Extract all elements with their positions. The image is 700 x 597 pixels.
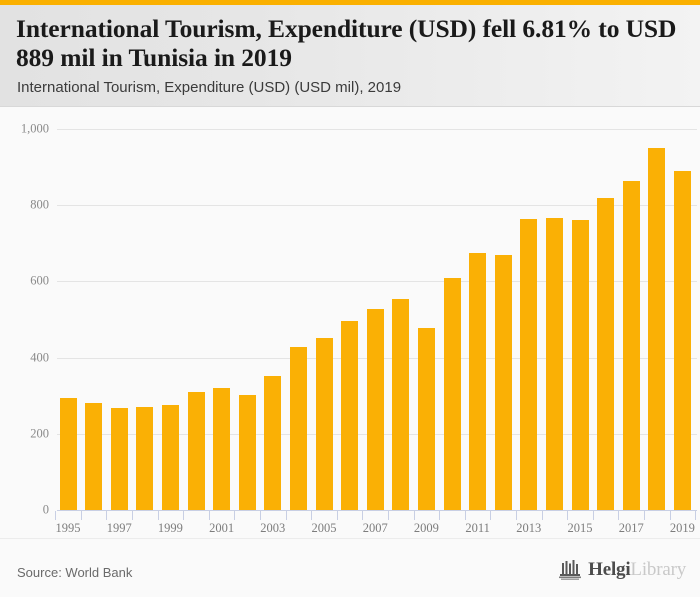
- x-axis-tick-mark: [285, 511, 287, 520]
- bar[interactable]: [622, 180, 640, 510]
- y-axis-tick-label: 600: [30, 273, 49, 288]
- x-axis-tick-mark: [132, 511, 133, 520]
- x-axis-tick-label: 2019: [669, 521, 695, 535]
- x-axis-tick-mark: [669, 511, 671, 520]
- helgi-library-logo[interactable]: HelgiLibrary: [558, 559, 686, 581]
- y-axis-tick-label: 0: [42, 502, 49, 517]
- x-axis-tick-mark: [80, 511, 82, 520]
- x-axis-tick-label: 2003: [260, 521, 286, 535]
- x-axis-tick-label: 2005: [311, 521, 337, 535]
- chart-footer: Source: World Bank HelgiLibrary: [0, 538, 700, 597]
- gridline: [57, 281, 697, 283]
- x-axis-tick-label: 2011: [465, 521, 490, 535]
- x-axis-tick-mark: [336, 511, 338, 520]
- x-axis-tick-mark: [183, 511, 185, 520]
- bar[interactable]: [571, 219, 589, 510]
- bar[interactable]: [443, 277, 461, 510]
- source-label: Source: World Bank: [17, 565, 133, 580]
- x-axis-tick-mark: [644, 511, 645, 520]
- bar[interactable]: [59, 397, 77, 510]
- x-axis-tick-mark: [439, 511, 441, 520]
- bar[interactable]: [161, 405, 179, 510]
- chart-area: 0 200 400 600 800 1,000 1995 1997 1999 2001 2003 2…: [0, 108, 700, 538]
- top-accent-bar: [0, 0, 700, 5]
- x-axis-tick-mark: [388, 511, 389, 520]
- page-subtitle: International Tourism, Expenditure (USD)…: [17, 79, 402, 96]
- bar[interactable]: [264, 375, 282, 510]
- bar[interactable]: [341, 321, 359, 510]
- bar[interactable]: [213, 387, 231, 510]
- x-axis-tick-mark: [311, 511, 313, 520]
- x-axis-tick-mark: [208, 511, 210, 520]
- y-axis-tick-label: 800: [30, 197, 49, 212]
- x-axis-tick-label: 2017: [618, 521, 644, 535]
- bar[interactable]: [187, 391, 205, 510]
- x-axis-tick-mark: [260, 511, 261, 520]
- bar[interactable]: [85, 402, 103, 510]
- x-axis-tick-mark: [592, 511, 594, 520]
- bar[interactable]: [469, 253, 487, 510]
- x-axis-tick-mark: [567, 511, 569, 520]
- x-axis-tick-label: 2007: [362, 521, 388, 535]
- x-axis-tick-label: 1995: [55, 521, 81, 535]
- logo-text: HelgiLibrary: [588, 559, 686, 581]
- x-axis-tick-label: 2001: [209, 521, 235, 535]
- x-axis-tick-mark: [362, 511, 364, 520]
- bar[interactable]: [392, 298, 410, 510]
- x-axis: 1995 1997 1999 2001 2003 2005 2007 2009 2011 2013…: [55, 510, 697, 538]
- x-axis-tick-mark: [618, 511, 620, 520]
- bar[interactable]: [494, 254, 512, 510]
- bar[interactable]: [520, 218, 538, 510]
- logo-secondary-text: Library: [630, 559, 686, 580]
- gridline: [57, 129, 697, 130]
- x-axis-tick-label: 1997: [106, 521, 132, 535]
- x-axis-tick-mark: [695, 511, 697, 520]
- y-axis-tick-label: 400: [30, 350, 49, 365]
- x-axis-tick-mark: [413, 511, 415, 520]
- x-axis-tick-label: 2009: [413, 521, 439, 535]
- bar[interactable]: [136, 406, 154, 510]
- bar[interactable]: [648, 148, 666, 510]
- page-title: International Tourism, Expenditure (USD)…: [16, 14, 677, 72]
- x-axis-tick-mark: [490, 511, 492, 520]
- x-axis-tick-label: 1999: [157, 521, 183, 535]
- x-axis-tick-mark: [234, 511, 236, 520]
- x-axis-tick-label: 2013: [516, 521, 542, 535]
- bar[interactable]: [545, 217, 563, 510]
- x-axis-tick-mark: [157, 511, 159, 520]
- plot-area: [57, 129, 697, 511]
- chart-header: International Tourism, Expenditure (USD)…: [0, 5, 700, 107]
- bar[interactable]: [597, 197, 615, 510]
- bar[interactable]: [673, 171, 691, 510]
- y-axis-tick-label: 1,000: [20, 121, 49, 136]
- x-axis-tick-mark: [541, 511, 543, 520]
- bar[interactable]: [417, 328, 435, 510]
- y-axis-tick-label: 200: [30, 426, 49, 441]
- logo-primary-text: Helgi: [588, 559, 631, 580]
- bar-series: [57, 129, 697, 510]
- helgi-library-building-icon: [559, 560, 582, 580]
- axis-baseline: [57, 510, 697, 511]
- bar[interactable]: [289, 347, 307, 510]
- x-axis-tick-mark: [516, 511, 517, 520]
- x-axis-tick-mark: [464, 511, 466, 520]
- bar[interactable]: [366, 309, 384, 510]
- x-axis-tick-label: 2015: [567, 521, 593, 535]
- bar[interactable]: [238, 394, 256, 510]
- bar[interactable]: [315, 338, 333, 510]
- gridline: [57, 205, 697, 207]
- x-axis-tick-mark: [55, 511, 57, 520]
- bar[interactable]: [110, 408, 128, 510]
- x-axis-tick-mark: [106, 511, 108, 520]
